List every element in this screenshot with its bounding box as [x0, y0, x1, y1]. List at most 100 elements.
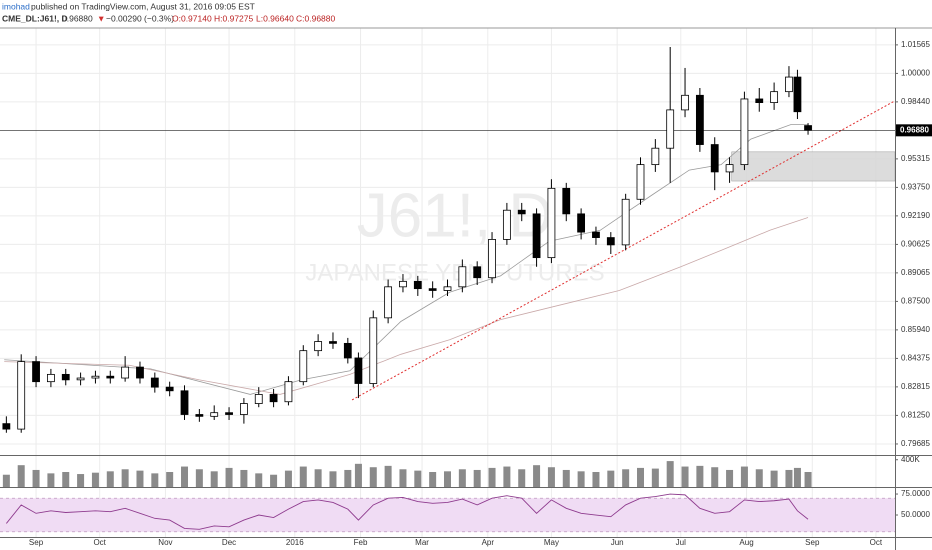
x-tick-label: Dec	[222, 538, 236, 547]
volume-bar	[711, 467, 719, 487]
candle-body	[458, 266, 467, 288]
candle-body	[770, 91, 779, 104]
volume-bar	[458, 469, 466, 487]
candle-body	[314, 341, 323, 352]
volume-bar	[785, 469, 793, 487]
y-tick-label: 0.92190	[901, 211, 930, 220]
candle-body	[47, 373, 55, 383]
candle-body	[532, 213, 541, 259]
x-tick-label: Oct	[870, 538, 883, 547]
candle-body	[136, 366, 144, 379]
x-tick-label: Sep	[805, 538, 820, 547]
volume-bar	[726, 469, 734, 487]
volume-bar	[577, 471, 585, 487]
volume-bar	[77, 474, 85, 487]
y-tick-label: 0.93750	[901, 183, 930, 192]
last-price: 0.96880	[62, 13, 93, 23]
change-arrow: ▼	[97, 13, 105, 23]
y-tick-label: 1.01565	[901, 40, 930, 49]
volume-bar	[651, 468, 659, 487]
close: C:0.96880	[296, 13, 335, 23]
rsi-line	[6, 493, 809, 530]
candle-body	[225, 412, 233, 415]
volume-bar	[284, 470, 292, 487]
candle-body	[547, 187, 556, 259]
volume-bar	[666, 461, 674, 487]
rsi-band	[0, 498, 895, 532]
candle-body	[755, 98, 764, 104]
volume-bar	[32, 469, 40, 487]
candle-body	[254, 394, 263, 404]
candle-body	[488, 239, 496, 279]
volume-bar	[414, 470, 422, 487]
candle-body	[793, 76, 802, 113]
volume-bar	[225, 467, 233, 487]
volume-bar	[151, 473, 159, 487]
volume-bar	[62, 472, 70, 487]
x-tick-label: Jun	[611, 538, 624, 547]
moving-average	[4, 124, 809, 395]
author[interactable]: imohad	[2, 1, 30, 11]
candle-body	[369, 317, 378, 384]
last-price-label: 0.96880	[900, 125, 929, 134]
candle-body	[61, 373, 70, 381]
candle-body	[121, 366, 130, 379]
x-tick-label: Apr	[482, 538, 495, 547]
volume-bar	[91, 472, 99, 487]
candle-body	[428, 288, 437, 291]
y-tick-label: 0.84375	[901, 354, 930, 363]
volume-bar	[2, 474, 10, 487]
x-tick-label: 2016	[286, 538, 304, 547]
candle-body	[606, 237, 615, 246]
volume-bar	[681, 466, 689, 487]
high: H:0.97275	[214, 13, 253, 23]
volume-bar	[444, 471, 451, 487]
x-tick-label: Nov	[158, 538, 172, 547]
candle-body	[804, 125, 812, 131]
volume-bar	[344, 469, 352, 487]
candle-body	[785, 76, 793, 93]
volume-bar	[696, 465, 704, 487]
volume-bar	[329, 471, 337, 487]
volume-bar	[270, 474, 278, 487]
candle-body	[740, 98, 749, 166]
volume-bar	[314, 469, 322, 487]
zone-box	[731, 151, 896, 182]
y-tick-label: 50.0000	[901, 510, 930, 519]
y-tick-label: 0.95315	[901, 154, 930, 163]
candle-body	[2, 423, 11, 430]
volume-bar	[106, 471, 114, 487]
volume-bar	[195, 469, 203, 487]
volume-bar	[518, 469, 526, 487]
y-tick-label: 0.85940	[901, 325, 930, 334]
candle-body	[210, 412, 219, 417]
candle-body	[299, 350, 308, 383]
candle-body	[195, 414, 204, 417]
x-tick-label: Aug	[739, 538, 753, 547]
y-tick-label: 1.00000	[901, 69, 930, 78]
candle-body	[384, 286, 393, 319]
volume-bar	[488, 467, 496, 487]
volume-bar	[181, 466, 189, 487]
volume-bar	[636, 467, 644, 487]
published: published on TradingView.com, August 31,…	[31, 1, 255, 11]
volume-bar	[622, 469, 630, 487]
candle-body	[17, 361, 26, 430]
candle-body	[636, 164, 645, 200]
candle-body	[681, 94, 689, 111]
candle-body	[269, 394, 278, 403]
volume-bar	[562, 469, 570, 487]
volume-bar	[473, 469, 481, 487]
candle-body	[725, 164, 734, 173]
volume-bar	[240, 469, 248, 487]
y-tick-label: 0.79685	[901, 439, 930, 448]
candle-body	[106, 375, 115, 379]
candle-body	[710, 144, 719, 173]
candle-body	[473, 266, 482, 279]
y-tick-label: 0.98440	[901, 97, 930, 106]
candle-body	[413, 280, 422, 290]
volume-bar	[533, 465, 541, 487]
y-tick-label: 0.87500	[901, 297, 930, 306]
candle-body	[165, 386, 174, 392]
